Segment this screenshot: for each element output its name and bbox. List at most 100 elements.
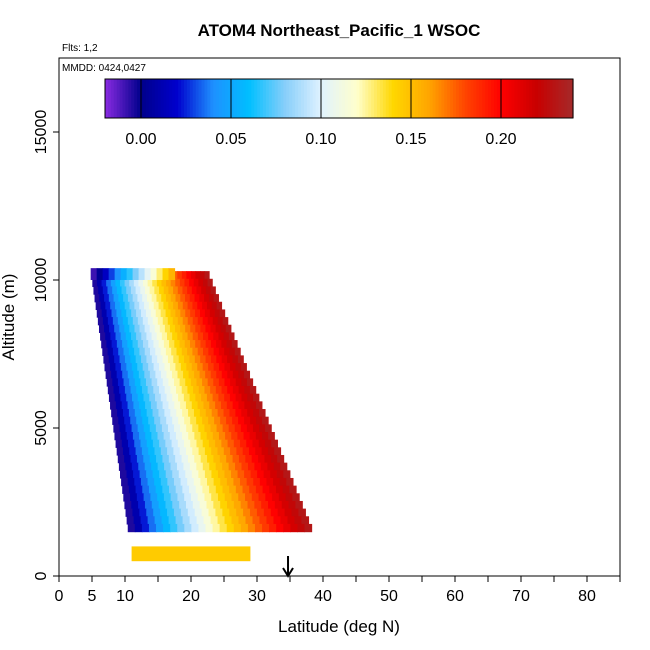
heatmap-cell [226,523,235,533]
heatmap-cell [149,370,156,379]
heatmap-cell [151,432,159,441]
heatmap-cell [168,301,174,311]
heatmap-cell [130,454,138,464]
heatmap-cell [129,324,136,334]
colorbar-swatch [172,79,176,118]
colorbar-swatch [333,79,337,118]
heatmap-cell [197,317,204,326]
heatmap-cell [107,286,113,295]
colorbar-swatch [289,79,293,118]
heatmap-cell [178,393,185,402]
heatmap-cell [159,439,166,448]
heatmap-cell [139,324,146,334]
heatmap-cell [151,294,158,303]
heatmap-cell [192,424,199,433]
heatmap-cell [140,439,148,448]
heatmap-cell [108,268,116,280]
heatmap-cell [162,401,170,410]
heatmap-cell [156,401,164,410]
heatmap-cell [206,393,214,402]
heatmap-cell [171,370,179,379]
heatmap-cell [162,378,170,387]
heatmap-cell [147,386,154,395]
heatmap-cell [179,278,186,288]
heatmap-cell [207,317,214,326]
heatmap-cell [249,432,257,441]
heatmap-cell [94,294,100,303]
colorbar-swatch [260,79,264,118]
heatmap-cell [139,301,145,311]
heatmap-cell [213,477,221,487]
heatmap-cell [113,294,119,303]
heatmap-cell [131,546,251,562]
heatmap-cell [187,317,194,326]
plot-frame [58,57,621,577]
heatmap-cell [122,370,129,379]
heatmap-cell [121,286,127,295]
heatmap-cell [140,477,149,487]
heatmap-cell [207,477,215,487]
heatmap-cell [170,493,179,502]
heatmap-cell [160,370,168,379]
heatmap-cell [117,378,125,387]
colorbar-swatch [385,79,390,118]
colorbar-swatch [479,79,483,118]
heatmap-cell [185,294,191,303]
heatmap-cell [127,523,136,533]
colorbar-swatch [271,79,276,118]
heatmap-cell [253,477,261,487]
colorbar-swatch [113,79,118,118]
heatmap-cell [233,523,242,533]
heatmap-cell [224,470,232,479]
heatmap-cell [177,271,183,280]
heatmap-cell [224,516,233,525]
heatmap-cell [254,462,262,471]
heatmap-cell [167,355,174,364]
heatmap-cell [124,301,131,311]
heatmap-cell [205,370,212,379]
heatmap-cell [232,386,240,395]
heatmap-cell [138,462,146,471]
colorbar-swatch [280,79,285,118]
heatmap-cell [218,378,226,387]
heatmap-cell [205,324,212,334]
heatmap-cell [254,523,263,533]
heatmap-cell [221,386,228,395]
heatmap-cell [111,340,118,349]
heatmap-cell [190,324,196,334]
heatmap-cell [215,386,223,395]
colorbar-swatch [543,79,548,118]
heatmap-cell [211,447,219,456]
x-tick-label: 0 [55,588,64,605]
colorbar-tick-label: 0.20 [485,131,516,148]
heatmap-cell [142,363,149,372]
heatmap-cell [210,424,218,433]
colorbar-swatch [204,79,208,118]
heatmap-cell [137,363,144,372]
colorbar-swatch [128,79,132,118]
heatmap-cell [188,370,195,379]
heatmap-cell [174,424,181,433]
heatmap-cell [120,432,128,441]
heatmap-cell [223,409,231,418]
heatmap-cell [199,294,205,303]
colorbar-swatch [467,79,472,118]
heatmap-cell [99,294,105,303]
heatmap-cell [165,500,173,510]
heatmap-cell [123,493,131,502]
heatmap-cell [127,317,134,326]
colorbar-swatch [450,79,454,118]
heatmap-cell [188,432,195,441]
heatmap-cell [215,324,222,334]
heatmap-cell [195,324,201,334]
heatmap-cell [185,378,192,387]
heatmap-cell [187,477,195,487]
heatmap-cell [198,386,206,395]
heatmap-cell [156,268,164,280]
heatmap-cell [244,401,251,410]
heatmap-cell [181,271,187,280]
heatmap-cell [138,370,145,379]
heatmap-cell [210,516,219,525]
heatmap-cell [131,424,139,433]
heatmap-cell [161,424,169,433]
